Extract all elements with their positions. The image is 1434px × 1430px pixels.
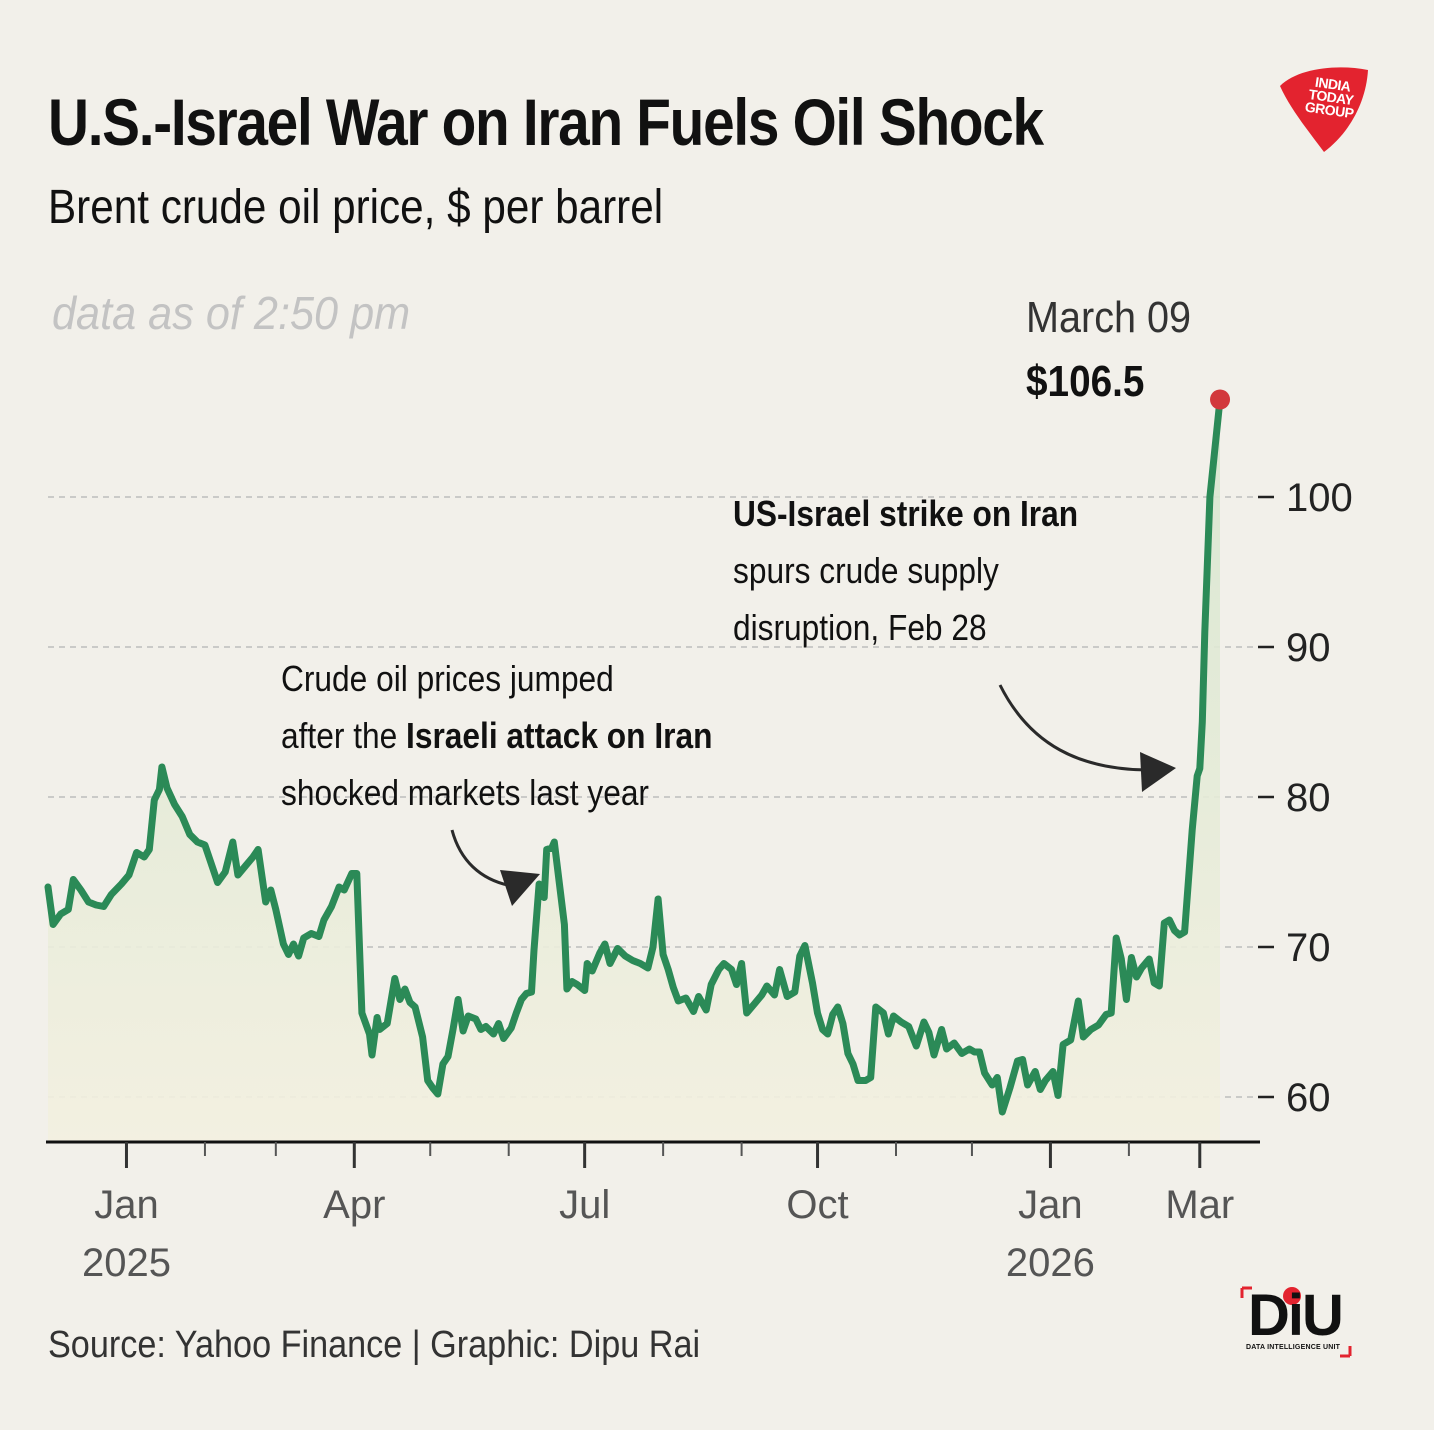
- ytick-label-100: 100: [1286, 476, 1353, 520]
- x-axis: Jan 2025 Apr Jul Oct Jan 2026 Mar: [82, 1142, 1234, 1285]
- xtick-label-3: Oct: [786, 1183, 848, 1227]
- ytick-label-70: 70: [1286, 926, 1331, 970]
- peak-date-label: March 09: [1026, 293, 1192, 342]
- ytick-label-90: 90: [1286, 626, 1331, 670]
- chart-title: U.S.-Israel War on Iran Fuels Oil Shock: [48, 85, 1044, 159]
- source-credit: Source: Yahoo Finance | Graphic: Dipu Ra…: [48, 1324, 701, 1366]
- israeli-annotation-arrowhead: [500, 870, 540, 906]
- xtick-label-4: Jan: [1018, 1183, 1083, 1227]
- price-area-fill: [48, 399, 1220, 1142]
- xtick-label-0: Jan: [94, 1183, 159, 1227]
- israeli-annotation-line3: shocked markets last year: [281, 772, 649, 813]
- xtick-label-1: Apr: [323, 1183, 385, 1227]
- strike-annotation-bold: US-Israel strike on Iran: [733, 493, 1079, 534]
- israeli-annotation-arrow: [450, 829, 513, 888]
- india-today-group-logo-text: INDIA TODAY GROUP: [1303, 73, 1355, 122]
- israeli-annotation-line1: Crude oil prices jumped: [281, 658, 614, 699]
- diu-logo-word: DiU: [1248, 1283, 1344, 1348]
- strike-annotation-arrowhead: [1140, 752, 1176, 792]
- price-line: [44, 396, 1224, 1116]
- peak-value-label: $106.5: [1026, 357, 1145, 406]
- india-today-group-logo: [1280, 67, 1368, 152]
- y-axis: 60 70 80 90 100: [1258, 476, 1353, 1120]
- ytick-label-80: 80: [1286, 776, 1331, 820]
- strike-annotation-line3: disruption, Feb 28: [733, 607, 987, 648]
- israeli-attack-annotation: Crude oil prices jumped after the Israel…: [281, 650, 712, 821]
- data-timestamp-note: data as of 2:50 pm: [52, 287, 411, 339]
- ytick-label-60: 60: [1286, 1076, 1331, 1120]
- strike-annotation-arrow: [998, 684, 1151, 772]
- strike-annotation-line2: spurs crude supply: [733, 550, 999, 591]
- diu-logo-subtitle: DATA INTELLIGENCE UNIT: [1246, 1344, 1341, 1351]
- xtick-label-2: Jul: [559, 1183, 610, 1227]
- peak-marker: [1210, 389, 1231, 410]
- israeli-annotation-line2-bold: Israeli attack on Iran: [406, 715, 713, 756]
- xtick-year-2025: 2025: [82, 1241, 171, 1285]
- chart-subtitle: Brent crude oil price, $ per barrel: [48, 181, 664, 234]
- xtick-label-5: Mar: [1165, 1183, 1234, 1227]
- israeli-annotation-line2-prefix: after the: [281, 715, 407, 756]
- strike-annotation: US-Israel strike on Iran spurs crude sup…: [733, 485, 1078, 656]
- diu-logo-frame: [1240, 1286, 1352, 1358]
- xtick-year-2026: 2026: [1006, 1241, 1095, 1285]
